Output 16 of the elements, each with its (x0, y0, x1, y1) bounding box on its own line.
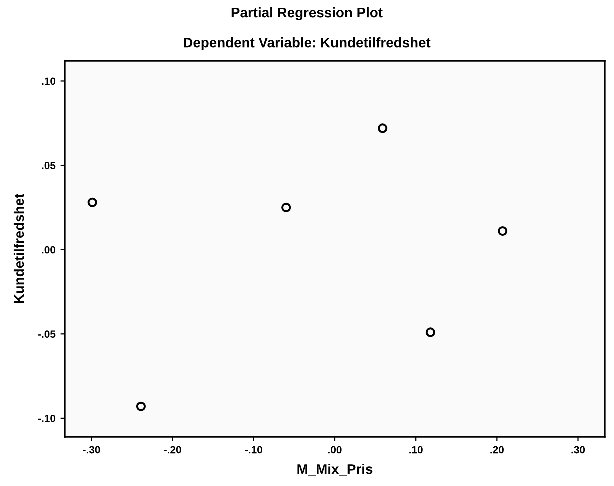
chart-title: Partial Regression Plot (232, 7, 383, 21)
x-tick-label: -.20 (164, 446, 182, 454)
y-tick-label: -.10 (38, 414, 56, 422)
x-tick-label: -.30 (83, 446, 100, 454)
chart-subtitle: Dependent Variable: Kundetilfredshet (184, 38, 431, 50)
x-tick-label: .30 (572, 446, 586, 454)
x-tick-label: .00 (328, 446, 342, 454)
y-tick-label: .00 (42, 246, 56, 254)
x-axis-title: M_Mix_Pris (298, 464, 373, 476)
y-axis-title: Kundetilfredshet (14, 194, 24, 304)
y-tick-label: .05 (42, 162, 56, 170)
x-tick-label: .10 (410, 446, 423, 454)
y-tick-label: -.05 (38, 330, 56, 338)
x-tick-label: -.10 (245, 446, 262, 454)
y-tick-label: .10 (42, 78, 56, 86)
x-tick-label: .20 (490, 446, 504, 454)
